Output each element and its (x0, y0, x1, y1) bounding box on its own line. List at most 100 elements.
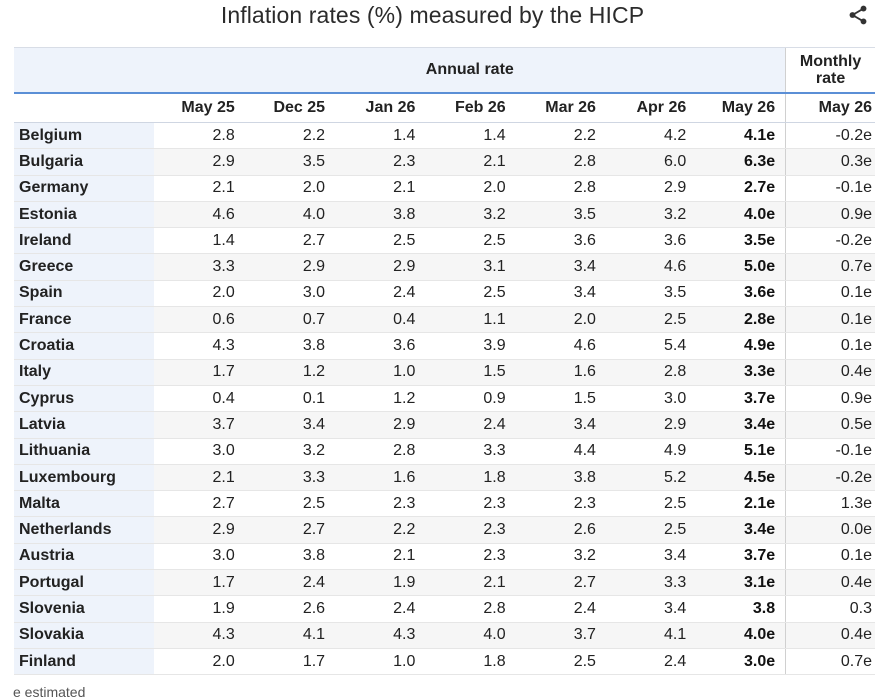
monthly-value-cell: 0.5e (785, 411, 875, 439)
monthly-label-line2: rate (815, 70, 846, 87)
value-cell: 3.5e (696, 227, 786, 255)
monthly-value-cell: -0.2e (785, 227, 875, 255)
value-cell: 2.5 (244, 490, 336, 518)
table-row: Netherlands 2.9 2.7 2.2 2.3 2.6 2.5 3.4e 0.0e (14, 516, 875, 544)
value-cell: 3.6 (515, 227, 606, 255)
value-cell: 1.4 (335, 122, 426, 150)
value-cell: 2.1e (696, 490, 786, 518)
country-cell: Croatia (14, 332, 155, 360)
value-cell: 3.5 (244, 148, 336, 176)
value-cell: 3.8 (696, 595, 786, 623)
value-cell: 4.6 (154, 201, 245, 229)
value-cell: 3.2 (605, 201, 697, 229)
value-cell: 2.2 (515, 122, 606, 150)
value-cell: 3.2 (425, 201, 516, 229)
value-cell: 0.4 (335, 306, 426, 334)
value-cell: 2.4 (244, 569, 336, 597)
column-header: May 25 (154, 92, 245, 123)
monthly-value-cell: 0.1e (785, 280, 875, 308)
monthly-value-cell: 0.0e (785, 516, 875, 544)
value-cell: 4.5e (696, 464, 786, 492)
value-cell: 1.0 (335, 648, 426, 676)
table-row: Malta 2.7 2.5 2.3 2.3 2.3 2.5 2.1e 1.3e (14, 490, 875, 518)
value-cell: 2.1 (335, 175, 426, 202)
value-cell: 2.8e (696, 306, 786, 334)
value-cell: 2.1 (425, 148, 516, 176)
table-row: Lithuania 3.0 3.2 2.8 3.3 4.4 4.9 5.1e -0.1e (14, 438, 875, 465)
country-cell: Italy (14, 359, 155, 386)
value-cell: 2.0 (154, 648, 245, 676)
country-cell: Spain (14, 280, 155, 308)
column-header: Dec 25 (244, 92, 336, 123)
country-cell: Slovenia (14, 595, 155, 623)
value-cell: 3.3e (696, 359, 786, 386)
country-cell: Ireland (14, 227, 155, 255)
value-cell: 4.9 (605, 438, 697, 465)
column-header: Mar 26 (515, 92, 606, 123)
monthly-value-cell: 1.3e (785, 490, 875, 518)
value-cell: 5.4 (605, 332, 697, 360)
value-cell: 3.0 (244, 280, 336, 308)
country-cell: Greece (14, 253, 155, 281)
monthly-value-cell: 0.1e (785, 332, 875, 360)
value-cell: 2.6 (244, 595, 336, 623)
country-cell: Finland (14, 648, 155, 676)
value-cell: 1.4 (154, 227, 245, 255)
value-cell: 2.3 (425, 543, 516, 571)
value-cell: 2.9 (605, 411, 697, 439)
country-column-header (14, 92, 155, 123)
value-cell: 6.0 (605, 148, 697, 176)
table-row: Slovenia 1.9 2.6 2.4 2.8 2.4 3.4 3.8 0.3 (14, 595, 875, 623)
value-cell: 2.9 (154, 516, 245, 544)
value-cell: 3.8 (335, 201, 426, 229)
share-icon[interactable] (847, 4, 869, 26)
value-cell: 4.6 (605, 253, 697, 281)
table-row: Portugal 1.7 2.4 1.9 2.1 2.7 3.3 3.1e 0.4e (14, 569, 875, 597)
value-cell: 2.8 (335, 438, 426, 465)
value-cell: 3.4 (515, 280, 606, 308)
value-cell: 2.5 (425, 227, 516, 255)
monthly-value-cell: 0.4e (785, 359, 875, 386)
monthly-column-header: May 26 (785, 92, 875, 123)
value-cell: 4.1e (696, 122, 786, 150)
country-cell: Germany (14, 175, 155, 202)
value-cell: 2.0 (425, 175, 516, 202)
monthly-value-cell: 0.3e (785, 148, 875, 176)
value-cell: 4.0e (696, 201, 786, 229)
value-cell: 4.1 (605, 622, 697, 649)
table-row: Luxembourg 2.1 3.3 1.6 1.8 3.8 5.2 4.5e -0.2e (14, 464, 875, 492)
value-cell: 3.7 (515, 622, 606, 649)
country-cell: Cyprus (14, 385, 155, 413)
value-cell: 4.0 (425, 622, 516, 649)
value-cell: 4.9e (696, 332, 786, 360)
value-cell: 4.1 (244, 622, 336, 649)
annual-rate-header: Annual rate (154, 47, 786, 93)
value-cell: 2.0 (244, 175, 336, 202)
table-row: Austria 3.0 3.8 2.1 2.3 3.2 3.4 3.7e 0.1e (14, 543, 875, 571)
value-cell: 2.7 (244, 516, 336, 544)
value-cell: 0.4 (154, 385, 245, 413)
value-cell: 2.8 (515, 148, 606, 176)
table-row: Bulgaria 2.9 3.5 2.3 2.1 2.8 6.0 6.3e 0.3e (14, 148, 875, 176)
value-cell: 2.8 (425, 595, 516, 623)
value-cell: 0.9 (425, 385, 516, 413)
monthly-value-cell: 0.1e (785, 543, 875, 571)
value-cell: 2.5 (605, 306, 697, 334)
value-cell: 2.4 (425, 411, 516, 439)
value-cell: 0.7 (244, 306, 336, 334)
value-cell: 3.6 (335, 332, 426, 360)
country-cell: Latvia (14, 411, 155, 439)
table-row: Croatia 4.3 3.8 3.6 3.9 4.6 5.4 4.9e 0.1e (14, 332, 875, 360)
value-cell: 2.8 (154, 122, 245, 150)
value-cell: 5.2 (605, 464, 697, 492)
value-cell: 4.0e (696, 622, 786, 649)
table-row: Germany 2.1 2.0 2.1 2.0 2.8 2.9 2.7e -0.1e (14, 175, 875, 202)
value-cell: 2.9 (605, 175, 697, 202)
monthly-value-cell: 0.9e (785, 385, 875, 413)
value-cell: 2.9 (154, 148, 245, 176)
value-cell: 3.3 (154, 253, 245, 281)
value-cell: 2.5 (605, 516, 697, 544)
value-cell: 1.8 (425, 648, 516, 676)
value-cell: 2.9 (244, 253, 336, 281)
value-cell: 3.7e (696, 543, 786, 571)
